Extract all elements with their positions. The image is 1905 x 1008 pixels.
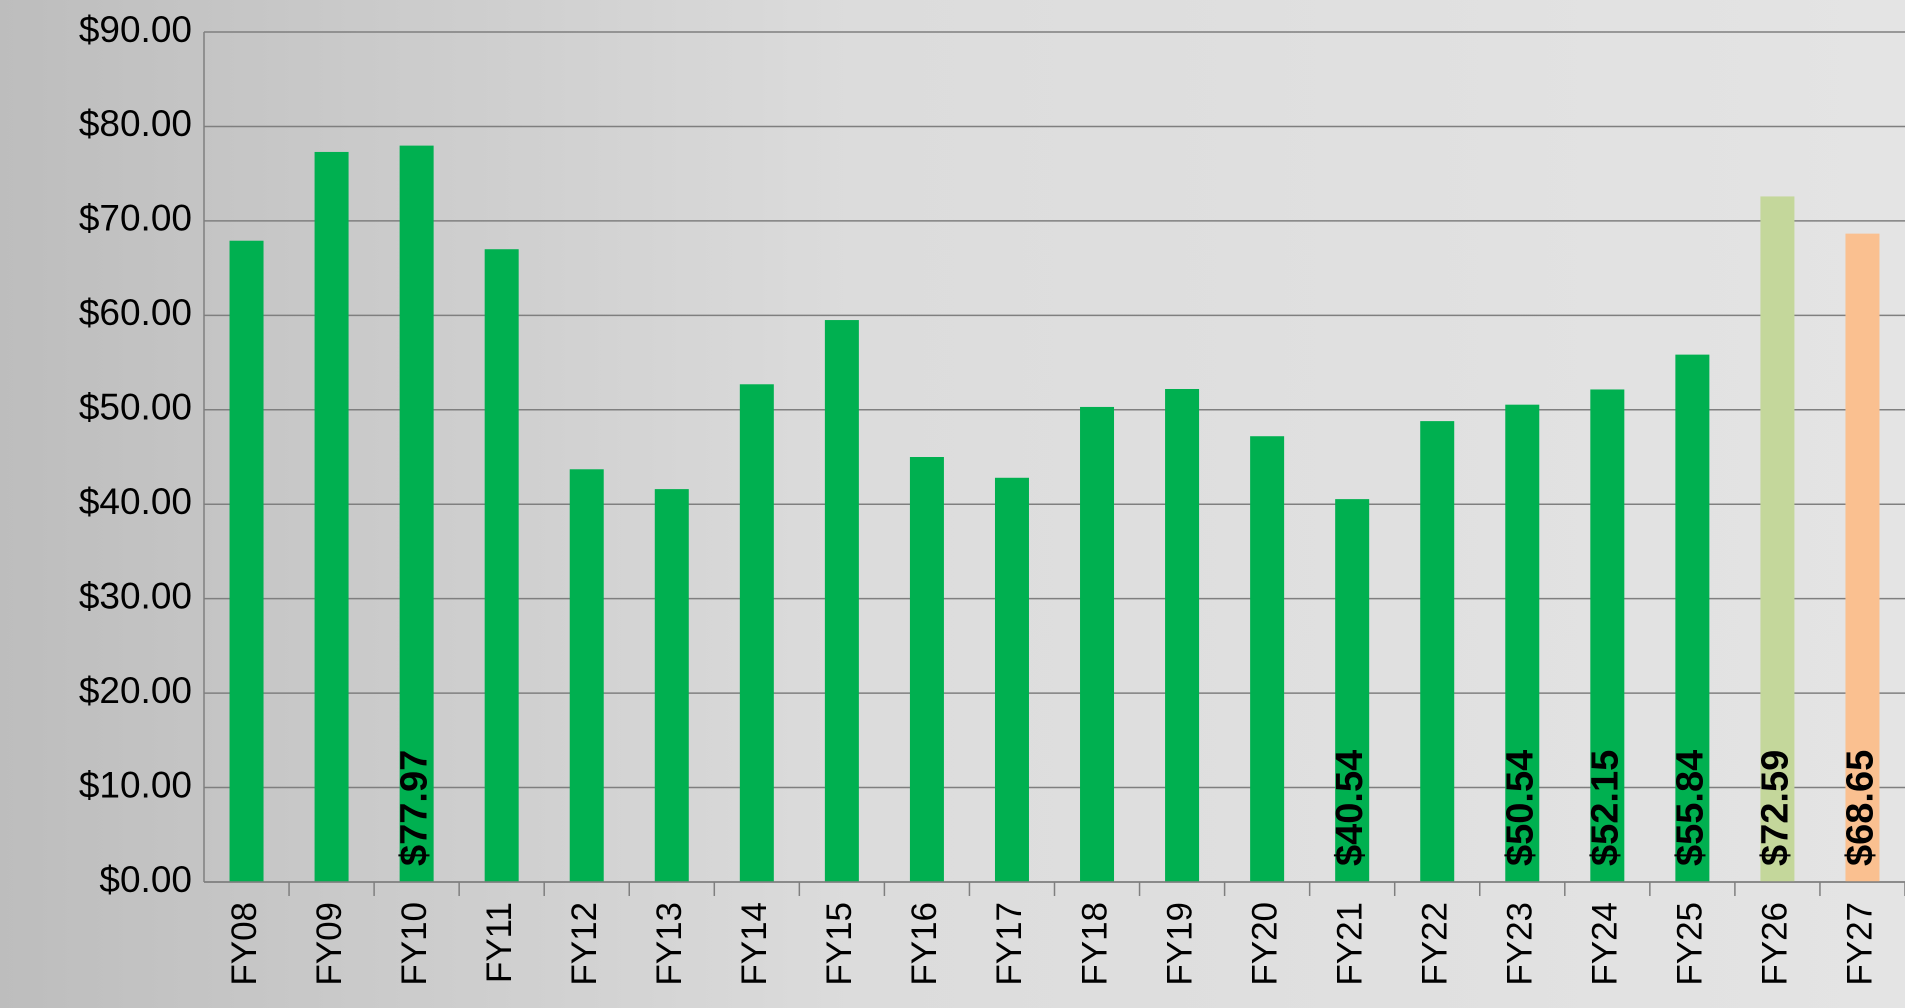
- value-label: $72.59: [1754, 750, 1796, 866]
- bar: [1760, 196, 1795, 882]
- y-tick-label: $80.00: [79, 103, 192, 144]
- value-label: $50.54: [1499, 750, 1541, 866]
- x-tick-label: FY18: [1075, 902, 1114, 986]
- x-tick-label: FY12: [565, 902, 604, 986]
- x-tick-label: FY14: [735, 902, 774, 986]
- y-tick-label: $40.00: [79, 481, 192, 522]
- y-tick-label: $20.00: [79, 670, 192, 711]
- bar: [1505, 404, 1540, 882]
- x-tick-label: FY13: [650, 902, 689, 986]
- x-tick-label: FY11: [480, 902, 519, 983]
- x-tick-label: FY19: [1160, 902, 1199, 986]
- x-tick-label: FY26: [1756, 902, 1795, 986]
- bar: [569, 469, 604, 882]
- x-tick-label: FY15: [820, 902, 859, 986]
- x-tick-label: FY20: [1245, 902, 1284, 986]
- bar: [399, 145, 434, 882]
- y-tick-label: $60.00: [79, 292, 192, 333]
- bar: [314, 151, 349, 882]
- bar: [1845, 233, 1880, 882]
- x-tick-label: FY10: [395, 902, 434, 986]
- value-label: $68.65: [1840, 750, 1882, 866]
- value-label: $40.54: [1329, 750, 1371, 866]
- x-tick-label: FY23: [1501, 902, 1540, 986]
- x-tick-label: FY22: [1415, 902, 1454, 986]
- y-tick-label: $50.00: [79, 387, 192, 428]
- bar: [1165, 389, 1200, 882]
- bar: [1675, 354, 1710, 883]
- bar: [1335, 499, 1370, 882]
- x-tick-label: FY08: [225, 902, 264, 986]
- x-tick-label: FY24: [1586, 902, 1625, 986]
- x-tick-label: FY21: [1330, 902, 1369, 986]
- y-tick-label: $70.00: [79, 198, 192, 239]
- value-label: $55.84: [1669, 750, 1711, 866]
- bar: [909, 457, 944, 882]
- x-tick-label: FY25: [1671, 902, 1710, 986]
- bar: [229, 240, 264, 882]
- y-tick-label: $30.00: [79, 575, 192, 616]
- bar: [654, 489, 689, 882]
- x-tick-label: FY09: [310, 902, 349, 986]
- bar: [1420, 421, 1455, 882]
- bar: [484, 249, 519, 882]
- bar: [1080, 406, 1115, 882]
- y-tick-label: $0.00: [99, 859, 192, 900]
- bar: [1590, 389, 1625, 882]
- y-tick-label: $10.00: [79, 764, 192, 805]
- x-tick-label: FY16: [905, 902, 944, 986]
- x-tick-label: FY17: [990, 902, 1029, 986]
- x-tick-label: FY27: [1841, 902, 1880, 986]
- bar: [1250, 436, 1285, 882]
- value-label: $52.15: [1584, 750, 1626, 866]
- y-tick-label: $90.00: [79, 9, 192, 50]
- bar: [739, 384, 774, 882]
- bar: [824, 320, 859, 882]
- bar: [994, 477, 1029, 882]
- value-label: $77.97: [394, 750, 436, 866]
